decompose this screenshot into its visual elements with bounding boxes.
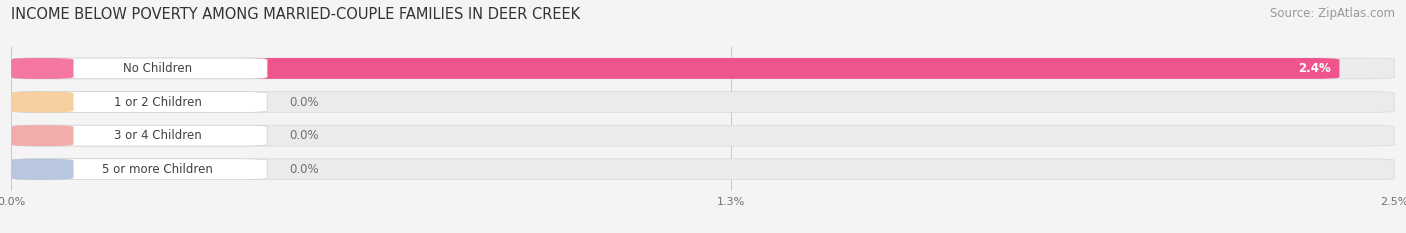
FancyBboxPatch shape <box>11 159 267 180</box>
FancyBboxPatch shape <box>11 125 1395 146</box>
FancyBboxPatch shape <box>11 58 267 79</box>
Text: 0.0%: 0.0% <box>290 96 319 109</box>
Text: INCOME BELOW POVERTY AMONG MARRIED-COUPLE FAMILIES IN DEER CREEK: INCOME BELOW POVERTY AMONG MARRIED-COUPL… <box>11 7 581 22</box>
Text: 0.0%: 0.0% <box>290 129 319 142</box>
Text: No Children: No Children <box>124 62 193 75</box>
FancyBboxPatch shape <box>11 58 73 79</box>
Text: 5 or more Children: 5 or more Children <box>103 163 214 176</box>
FancyBboxPatch shape <box>11 92 267 113</box>
FancyBboxPatch shape <box>11 58 1395 79</box>
FancyBboxPatch shape <box>11 125 267 146</box>
Text: 2.4%: 2.4% <box>1298 62 1331 75</box>
Text: 0.0%: 0.0% <box>290 163 319 176</box>
FancyBboxPatch shape <box>11 92 1395 113</box>
FancyBboxPatch shape <box>11 159 1395 180</box>
FancyBboxPatch shape <box>11 125 73 146</box>
Text: Source: ZipAtlas.com: Source: ZipAtlas.com <box>1270 7 1395 20</box>
FancyBboxPatch shape <box>11 58 1340 79</box>
Text: 3 or 4 Children: 3 or 4 Children <box>114 129 202 142</box>
Text: 1 or 2 Children: 1 or 2 Children <box>114 96 202 109</box>
FancyBboxPatch shape <box>11 159 73 180</box>
FancyBboxPatch shape <box>11 92 73 113</box>
